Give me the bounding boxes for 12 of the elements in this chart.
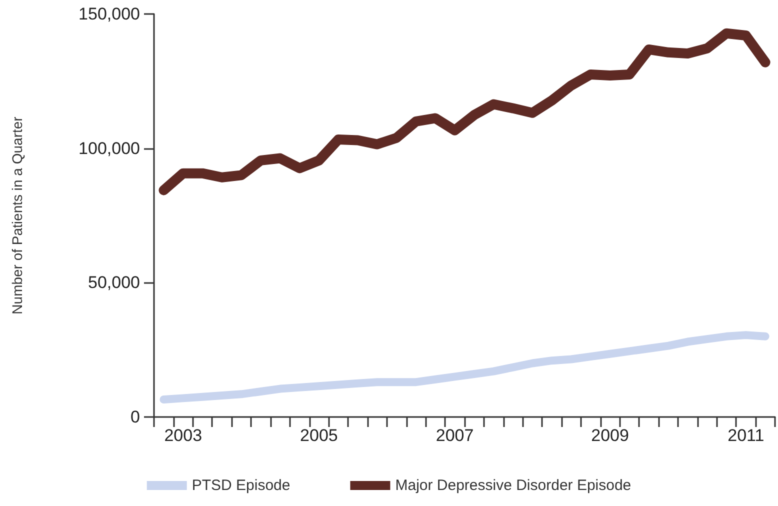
y-tick-label: 50,000 — [88, 273, 140, 292]
x-tick-label: 2011 — [728, 426, 764, 445]
y-axis-title: Number of Patients in a Quarter — [9, 116, 25, 314]
x-tick-label: 2003 — [164, 426, 202, 445]
x-tick-label: 2005 — [300, 426, 338, 445]
y-tick-label: 100,000 — [78, 138, 140, 158]
y-tick-label: 0 — [130, 408, 140, 426]
y-tick-label: 150,000 — [78, 4, 140, 24]
x-tick-label: 2007 — [436, 426, 474, 445]
x-tick-label: 2009 — [591, 426, 629, 445]
legend-label: Major Depressive Disorder Episode — [395, 477, 632, 494]
legend-label: PTSD Episode — [192, 477, 290, 494]
